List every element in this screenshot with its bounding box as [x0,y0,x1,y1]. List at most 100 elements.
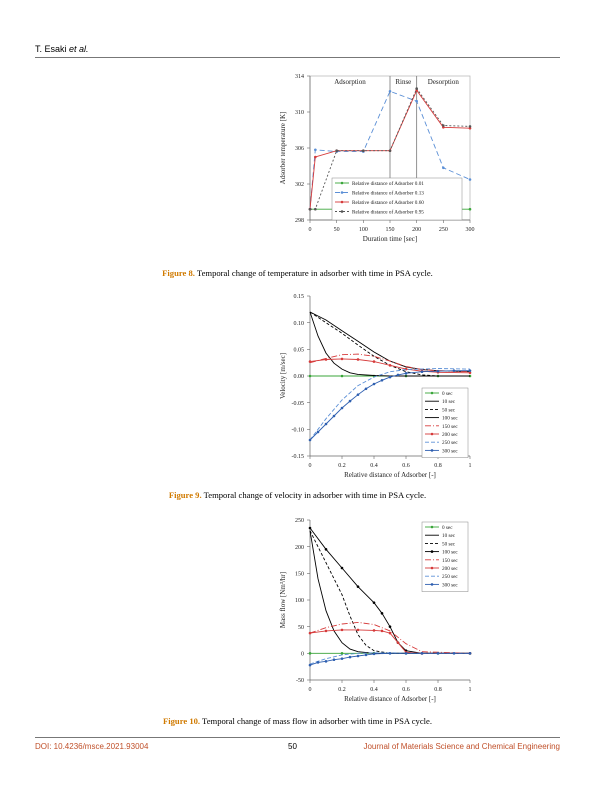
legend-entry: 50 sec [442,541,456,547]
y-tick-label: 310 [295,110,304,116]
data-point [468,207,472,211]
legend-entry: Relative distance of Adsorber 0.60 [352,199,424,206]
data-point [356,628,360,632]
y-tick-label: 250 [295,518,304,524]
data-point [316,430,320,434]
y-tick-label: 0.10 [294,321,305,327]
data-point [340,357,344,361]
data-point [340,652,344,655]
legend-marker [430,550,434,553]
running-header: T. Esaki et al. [35,44,89,54]
x-tick-label: 0.8 [434,463,442,469]
x-tick-label: 0.4 [370,687,378,693]
data-point [396,373,400,377]
legend-entry: 0 sec [442,525,453,531]
figure-10-label: Figure 10. [162,716,201,726]
y-tick-label: -50 [296,678,304,684]
data-point [356,358,360,361]
y-axis-label: Mass flow [Nm³/hr] [279,572,287,628]
footer-rule [35,737,560,738]
y-tick-label: 0.15 [294,294,305,300]
header-etal: et al. [69,44,89,54]
y-tick-label: 0 [301,652,304,658]
y-tick-label: -0.10 [292,428,305,434]
data-point [388,90,392,93]
legend-entry: Relative distance of Adsorber 0.01 [352,180,424,187]
data-point [372,601,376,604]
data-point [324,548,328,551]
data-point [404,372,408,375]
footer-doi[interactable]: DOI: 10.4236/msce.2021.93004 [35,742,149,751]
data-point [442,166,445,170]
figure-10-caption: Figure 10. Temporal change of mass flow … [0,716,595,726]
series-line [309,311,470,377]
data-point [442,124,445,127]
figure-10-chart: 250 200 150 100 50 0 -50 0 0.2 0.4 0.6 0.8 1 Relative… [279,518,472,703]
legend-marker [340,191,344,194]
x-axis-label: Relative distance of Adsorber [-] [344,471,436,479]
x-tick-label: 0.8 [434,687,442,693]
series-line [309,652,470,665]
data-point [452,369,456,372]
data-point [420,652,424,655]
legend-entry: 250 sec [442,440,458,446]
header-author: T. Esaki [35,44,67,54]
data-point [420,370,424,374]
figure-9-label: Figure 9. [168,490,202,500]
x-axis-label: Relative distance of Adsorber [-] [344,695,436,703]
data-point [348,655,352,659]
data-point [415,99,418,103]
data-point [356,393,360,396]
data-point [364,387,368,391]
y-tick-label: 314 [295,74,304,80]
legend-marker [340,200,344,204]
data-point [335,149,338,152]
y-tick-label: 306 [295,146,304,152]
data-point [308,438,312,442]
x-tick-label: 0.2 [338,463,346,469]
y-axis-label: Adsorber temperature [K] [279,112,287,185]
legend-entry: 150 sec [442,424,458,430]
x-tick-label: 0.6 [402,463,410,469]
data-point [308,652,312,655]
x-tick-label: 50 [334,227,340,233]
data-point [372,652,376,656]
legend-entry: 0 sec [442,391,453,397]
data-point [340,657,344,660]
data-point [388,631,392,635]
y-tick-label: 0.05 [294,348,305,354]
legend-entry: Relative distance of Adsorber 0.95 [352,209,424,216]
data-point [308,374,312,378]
legend-entry: 50 sec [442,407,456,413]
data-point [388,364,392,367]
legend-marker [430,525,434,529]
data-point [308,631,312,635]
figure-10-text: Temporal change of mass flow in adsorber… [200,716,433,726]
data-point [314,207,317,211]
legend-marker [430,432,434,436]
legend-marker [340,210,344,213]
data-point [396,641,400,644]
data-point [468,126,472,130]
legend-entry: 300 sec [442,448,458,454]
data-point [388,375,392,379]
data-point [314,155,317,159]
legend-entry: 10 sec [442,533,456,539]
x-tick-label: 300 [466,227,475,233]
data-point [348,399,352,403]
phase-label: Adsorption [334,78,366,86]
figure-8-chart: 298 302 306 310 314 0 50 100 150 200 250 300 Duratio… [279,74,475,243]
data-point [308,526,312,530]
x-tick-label: 200 [412,227,421,233]
series-line [309,311,470,377]
data-point [372,629,376,632]
data-point [324,629,328,633]
y-axis-label: Velocity [m/sec] [279,353,287,399]
data-point [332,414,336,418]
y-tick-label: 100 [295,598,304,604]
footer-journal[interactable]: Journal of Materials Science and Chemica… [363,742,560,751]
x-tick-label: 0.2 [338,687,346,693]
data-point [388,625,392,628]
y-tick-label: 200 [295,545,304,551]
legend-entry: 150 sec [442,558,458,564]
